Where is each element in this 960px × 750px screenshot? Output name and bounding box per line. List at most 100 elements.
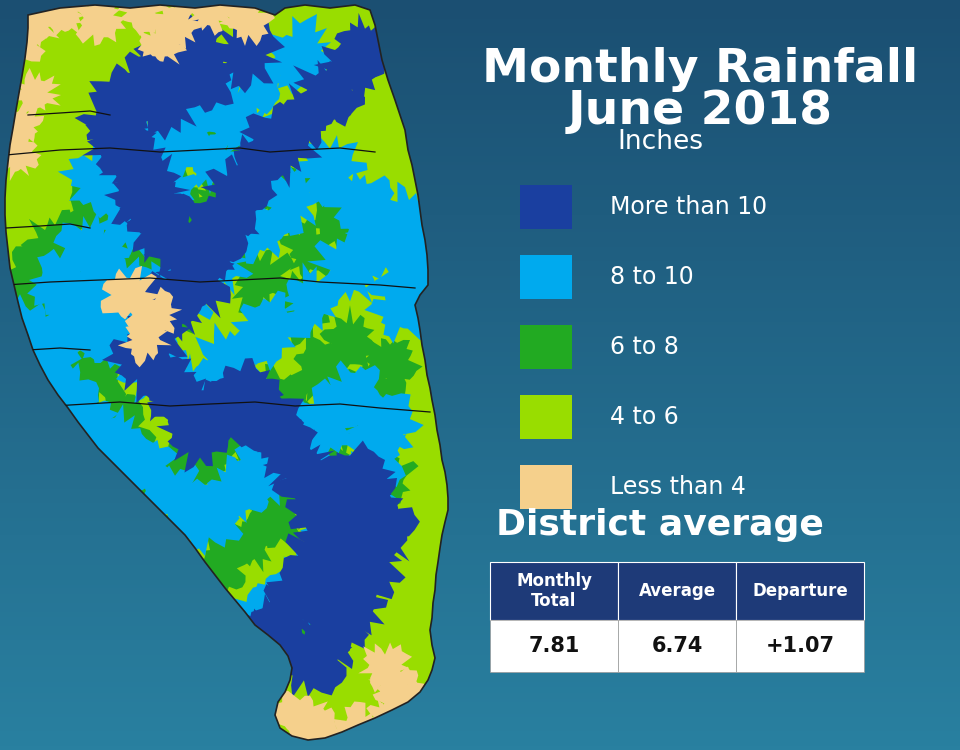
Polygon shape [324, 170, 395, 235]
Bar [520, 465, 572, 509]
Polygon shape [137, 187, 221, 272]
Polygon shape [0, 329, 53, 394]
Polygon shape [259, 166, 322, 236]
Polygon shape [132, 119, 202, 194]
Polygon shape [116, 281, 189, 346]
Polygon shape [75, 87, 146, 160]
Polygon shape [315, 440, 396, 516]
Polygon shape [0, 105, 44, 146]
Polygon shape [245, 364, 314, 439]
Polygon shape [201, 154, 277, 236]
Polygon shape [334, 13, 391, 78]
Polygon shape [89, 64, 165, 140]
Polygon shape [278, 215, 341, 280]
Polygon shape [147, 373, 221, 444]
Polygon shape [320, 305, 375, 374]
Polygon shape [279, 262, 344, 334]
Polygon shape [135, 265, 208, 341]
Polygon shape [263, 429, 335, 496]
Polygon shape [56, 272, 139, 347]
Polygon shape [365, 277, 435, 344]
Polygon shape [204, 622, 284, 688]
Polygon shape [367, 182, 441, 264]
Polygon shape [7, 532, 106, 629]
Polygon shape [213, 130, 269, 192]
Polygon shape [81, 394, 156, 469]
Polygon shape [83, 467, 176, 549]
Polygon shape [24, 473, 106, 557]
Polygon shape [104, 160, 178, 233]
Polygon shape [181, 377, 256, 448]
Polygon shape [45, 268, 124, 344]
Polygon shape [317, 361, 388, 428]
Bar [520, 325, 572, 369]
Polygon shape [127, 588, 200, 656]
Polygon shape [278, 622, 347, 698]
Polygon shape [39, 419, 116, 499]
Polygon shape [324, 540, 395, 614]
Polygon shape [119, 184, 193, 263]
Polygon shape [156, 394, 234, 472]
Polygon shape [247, 560, 332, 631]
Polygon shape [319, 502, 395, 577]
Polygon shape [78, 304, 142, 369]
Polygon shape [159, 422, 239, 490]
Polygon shape [0, 15, 47, 73]
Polygon shape [202, 20, 285, 93]
Polygon shape [0, 487, 66, 554]
Polygon shape [83, 116, 156, 188]
Polygon shape [9, 68, 61, 117]
PathPatch shape [5, 5, 448, 740]
Polygon shape [183, 177, 264, 262]
Polygon shape [225, 584, 304, 658]
Polygon shape [90, 178, 168, 259]
Polygon shape [122, 52, 213, 140]
Polygon shape [232, 242, 296, 317]
Polygon shape [132, 91, 227, 171]
Polygon shape [186, 228, 253, 296]
Polygon shape [72, 0, 126, 46]
Polygon shape [161, 10, 229, 81]
Polygon shape [307, 226, 389, 303]
Polygon shape [208, 358, 284, 430]
Polygon shape [85, 582, 147, 652]
Polygon shape [136, 261, 224, 324]
Polygon shape [218, 0, 275, 46]
Polygon shape [178, 213, 247, 281]
Polygon shape [228, 433, 302, 506]
Polygon shape [184, 0, 233, 36]
Polygon shape [181, 530, 257, 603]
Polygon shape [338, 517, 407, 596]
Polygon shape [229, 616, 298, 684]
Polygon shape [0, 458, 55, 524]
Text: 8 to 10: 8 to 10 [610, 265, 694, 289]
Polygon shape [120, 616, 176, 673]
Polygon shape [143, 226, 215, 290]
Polygon shape [37, 532, 106, 602]
Polygon shape [45, 338, 127, 413]
Polygon shape [302, 185, 377, 257]
Polygon shape [14, 514, 70, 581]
Polygon shape [279, 532, 350, 608]
Polygon shape [334, 701, 388, 750]
Polygon shape [87, 254, 155, 322]
Polygon shape [34, 354, 99, 429]
Polygon shape [261, 401, 337, 480]
Polygon shape [224, 44, 298, 114]
Bar [736, 620, 864, 672]
Polygon shape [287, 131, 368, 207]
Text: +1.07: +1.07 [765, 636, 834, 656]
Polygon shape [127, 303, 191, 373]
Polygon shape [9, 0, 60, 48]
Polygon shape [331, 450, 400, 523]
Polygon shape [223, 379, 304, 455]
Polygon shape [95, 303, 160, 377]
Polygon shape [265, 442, 328, 517]
Bar [520, 395, 572, 439]
Polygon shape [109, 431, 180, 510]
Bar [490, 562, 618, 620]
Polygon shape [165, 36, 233, 112]
Bar [490, 620, 618, 672]
Polygon shape [341, 419, 406, 495]
Polygon shape [60, 254, 140, 332]
